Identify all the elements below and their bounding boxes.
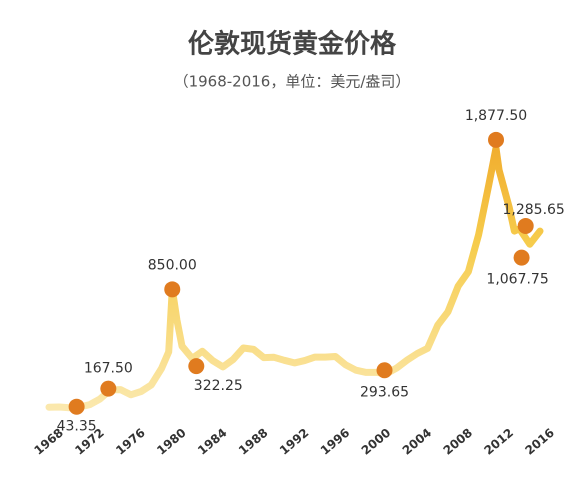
x-tick-label: 2000 xyxy=(359,426,394,458)
chart-title: 伦敦现货黄金价格 xyxy=(188,29,397,60)
chart-subtitle: （1968-2016，单位：美元/盎司） xyxy=(174,73,411,91)
x-tick-label: 1992 xyxy=(277,426,312,458)
data-point xyxy=(68,398,85,415)
x-tick-label: 2016 xyxy=(522,426,557,458)
data-label: 322.25 xyxy=(194,378,243,394)
x-tick-label: 2012 xyxy=(481,426,516,458)
data-label: 1,067.75 xyxy=(486,272,548,288)
x-tick-label: 1988 xyxy=(236,426,271,458)
x-tick-label: 2004 xyxy=(400,426,435,458)
data-label: 167.50 xyxy=(84,361,133,377)
data-point xyxy=(513,249,530,266)
x-tick-label: 1996 xyxy=(318,426,353,458)
x-tick-label: 1976 xyxy=(113,426,148,458)
x-tick-label: 1980 xyxy=(154,426,189,458)
data-point xyxy=(164,281,181,298)
data-point xyxy=(376,362,393,379)
data-point xyxy=(100,380,117,397)
x-tick-label: 2008 xyxy=(441,426,476,458)
data-point xyxy=(488,131,505,148)
data-point xyxy=(188,358,205,375)
data-point xyxy=(517,217,534,234)
data-label: 43.35 xyxy=(57,419,97,435)
data-label: 1,877.50 xyxy=(465,108,527,124)
price-line xyxy=(45,144,544,412)
data-label: 293.65 xyxy=(360,384,409,400)
data-label: 850.00 xyxy=(148,257,197,273)
data-label: 1,285.65 xyxy=(503,202,565,218)
x-tick-label: 1984 xyxy=(195,426,230,458)
